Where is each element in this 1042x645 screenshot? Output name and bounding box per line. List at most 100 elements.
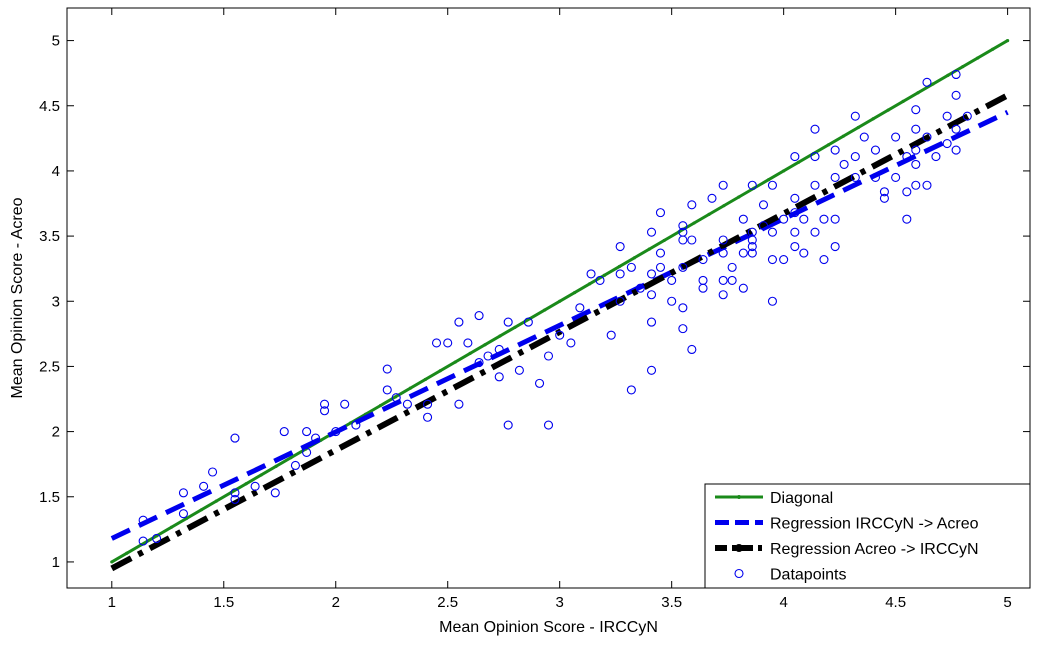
data-point xyxy=(615,269,625,279)
data-point xyxy=(514,365,524,375)
data-point xyxy=(606,330,616,340)
diagonal-point xyxy=(946,73,950,77)
legend-swatch-3 xyxy=(734,568,744,579)
data-point xyxy=(331,427,341,437)
data-point xyxy=(738,214,748,224)
data-point xyxy=(911,159,921,169)
data-point xyxy=(351,420,361,430)
x-tick-label: 2 xyxy=(332,594,340,611)
y-tick-label: 3.5 xyxy=(39,228,60,245)
data-point xyxy=(962,111,972,121)
data-point xyxy=(718,290,728,300)
diagonal-point xyxy=(662,238,666,243)
data-point xyxy=(830,214,840,224)
data-point xyxy=(543,420,554,430)
y-tick-label: 1 xyxy=(52,554,60,571)
diagonal-point xyxy=(199,508,203,512)
data-point xyxy=(790,241,800,252)
diagonal-point xyxy=(423,377,427,382)
data-point xyxy=(678,303,688,313)
diagonal-point xyxy=(632,256,636,260)
data-point xyxy=(178,488,189,498)
x-tick-label: 3 xyxy=(556,594,564,611)
data-point xyxy=(819,255,829,265)
legend-marker xyxy=(735,544,743,552)
data-point xyxy=(790,208,800,218)
data-point xyxy=(810,180,820,190)
data-point xyxy=(799,214,809,224)
x-tick-label: 1.5 xyxy=(213,594,234,611)
legend-label: Datapoints xyxy=(770,567,847,584)
data-point xyxy=(727,275,737,285)
data-point xyxy=(302,427,312,437)
data-point xyxy=(199,481,209,491)
data-point xyxy=(718,248,728,258)
diagonal-point xyxy=(991,47,995,51)
y-tick-label: 2.5 xyxy=(39,358,60,375)
data-point xyxy=(902,187,912,197)
diagonal-point xyxy=(901,99,905,104)
data-point xyxy=(870,172,881,182)
x-tick-label: 2.5 xyxy=(437,594,458,611)
y-tick-label: 1.5 xyxy=(39,489,60,506)
diagonal-point xyxy=(259,473,263,477)
diagonal-point xyxy=(931,82,935,86)
legend-box xyxy=(704,483,1031,589)
y-axis-label: Mean Opinion Score - Acreo xyxy=(9,197,26,398)
diagonal-point xyxy=(1006,38,1010,43)
data-point xyxy=(767,255,778,265)
legend-label: Regression Acreo -> IRCCyN xyxy=(770,541,979,558)
legend-label: Regression IRCCyN -> Acreo xyxy=(770,516,979,533)
diagonal-point xyxy=(976,56,980,60)
data-point xyxy=(790,227,800,237)
data-point xyxy=(615,241,625,252)
data-point xyxy=(626,262,636,272)
series-line-2 xyxy=(110,92,1010,572)
data-point xyxy=(698,283,708,293)
data-point xyxy=(474,357,484,368)
data-point xyxy=(687,200,697,210)
data-point xyxy=(483,351,493,361)
data-point xyxy=(667,275,677,285)
data-point xyxy=(718,275,728,285)
data-point xyxy=(767,180,778,190)
data-point xyxy=(319,399,330,409)
data-point xyxy=(951,124,961,134)
data-point xyxy=(230,433,240,443)
diagonal-point xyxy=(244,482,248,486)
data-point xyxy=(655,248,666,258)
data-point xyxy=(443,338,453,348)
data-point xyxy=(911,145,921,155)
diagonal-point xyxy=(826,143,831,147)
data-point xyxy=(830,145,840,155)
data-point xyxy=(767,227,778,237)
data-point xyxy=(810,227,820,237)
y-axis-ticks: 1 1.5 2 2.5 3 3.5 4 4.5 5 xyxy=(39,33,1030,571)
diagonal-point xyxy=(214,499,218,503)
data-point xyxy=(931,152,941,162)
diagonal-point xyxy=(438,369,442,373)
diagonal-point xyxy=(782,169,786,173)
data-point xyxy=(891,172,901,182)
data-point xyxy=(747,180,757,190)
data-point xyxy=(494,344,504,355)
data-point xyxy=(646,227,657,237)
data-point xyxy=(655,208,666,218)
data-point xyxy=(951,90,961,100)
data-point xyxy=(678,262,688,272)
series-layer xyxy=(110,38,1010,572)
y-tick-label: 5 xyxy=(52,33,60,50)
data-point xyxy=(758,200,769,210)
y-tick-label: 2 xyxy=(52,424,60,441)
data-point xyxy=(523,317,533,327)
data-point xyxy=(575,303,585,313)
data-point xyxy=(790,152,800,162)
diagonal-point xyxy=(602,273,607,277)
diagonal-point xyxy=(125,551,129,555)
data-point xyxy=(687,344,697,355)
data-point xyxy=(646,290,657,300)
diagonal-point xyxy=(110,560,114,564)
data-point xyxy=(555,330,565,340)
diagonal-point xyxy=(587,282,592,286)
y-tick-label: 4.5 xyxy=(39,98,60,115)
